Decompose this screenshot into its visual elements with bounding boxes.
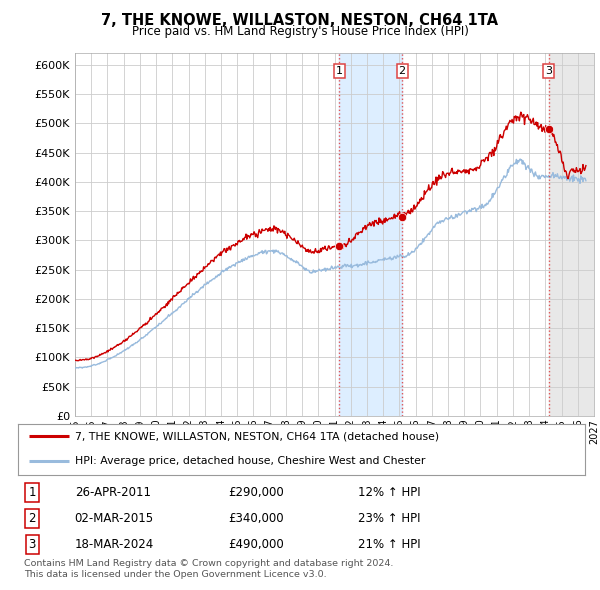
Text: 2: 2 <box>28 512 36 525</box>
Text: 3: 3 <box>545 65 552 76</box>
Bar <box>340 53 402 416</box>
Text: 2: 2 <box>398 65 406 76</box>
Text: 21% ↑ HPI: 21% ↑ HPI <box>358 537 421 550</box>
Text: Contains HM Land Registry data © Crown copyright and database right 2024.
This d: Contains HM Land Registry data © Crown c… <box>24 559 394 579</box>
Text: 1: 1 <box>28 486 36 499</box>
Text: 02-MAR-2015: 02-MAR-2015 <box>75 512 154 525</box>
Text: 3: 3 <box>28 537 36 550</box>
Text: Price paid vs. HM Land Registry's House Price Index (HPI): Price paid vs. HM Land Registry's House … <box>131 25 469 38</box>
Text: £340,000: £340,000 <box>228 512 283 525</box>
Text: 7, THE KNOWE, WILLASTON, NESTON, CH64 1TA (detached house): 7, THE KNOWE, WILLASTON, NESTON, CH64 1T… <box>74 431 439 441</box>
Text: 12% ↑ HPI: 12% ↑ HPI <box>358 486 421 499</box>
Text: 18-MAR-2024: 18-MAR-2024 <box>75 537 154 550</box>
Bar <box>548 53 594 416</box>
Text: 23% ↑ HPI: 23% ↑ HPI <box>358 512 421 525</box>
Text: £490,000: £490,000 <box>228 537 284 550</box>
Text: £290,000: £290,000 <box>228 486 284 499</box>
Text: HPI: Average price, detached house, Cheshire West and Chester: HPI: Average price, detached house, Ches… <box>74 456 425 466</box>
Text: 26-APR-2011: 26-APR-2011 <box>75 486 151 499</box>
Text: 7, THE KNOWE, WILLASTON, NESTON, CH64 1TA: 7, THE KNOWE, WILLASTON, NESTON, CH64 1T… <box>101 13 499 28</box>
Text: 1: 1 <box>336 65 343 76</box>
